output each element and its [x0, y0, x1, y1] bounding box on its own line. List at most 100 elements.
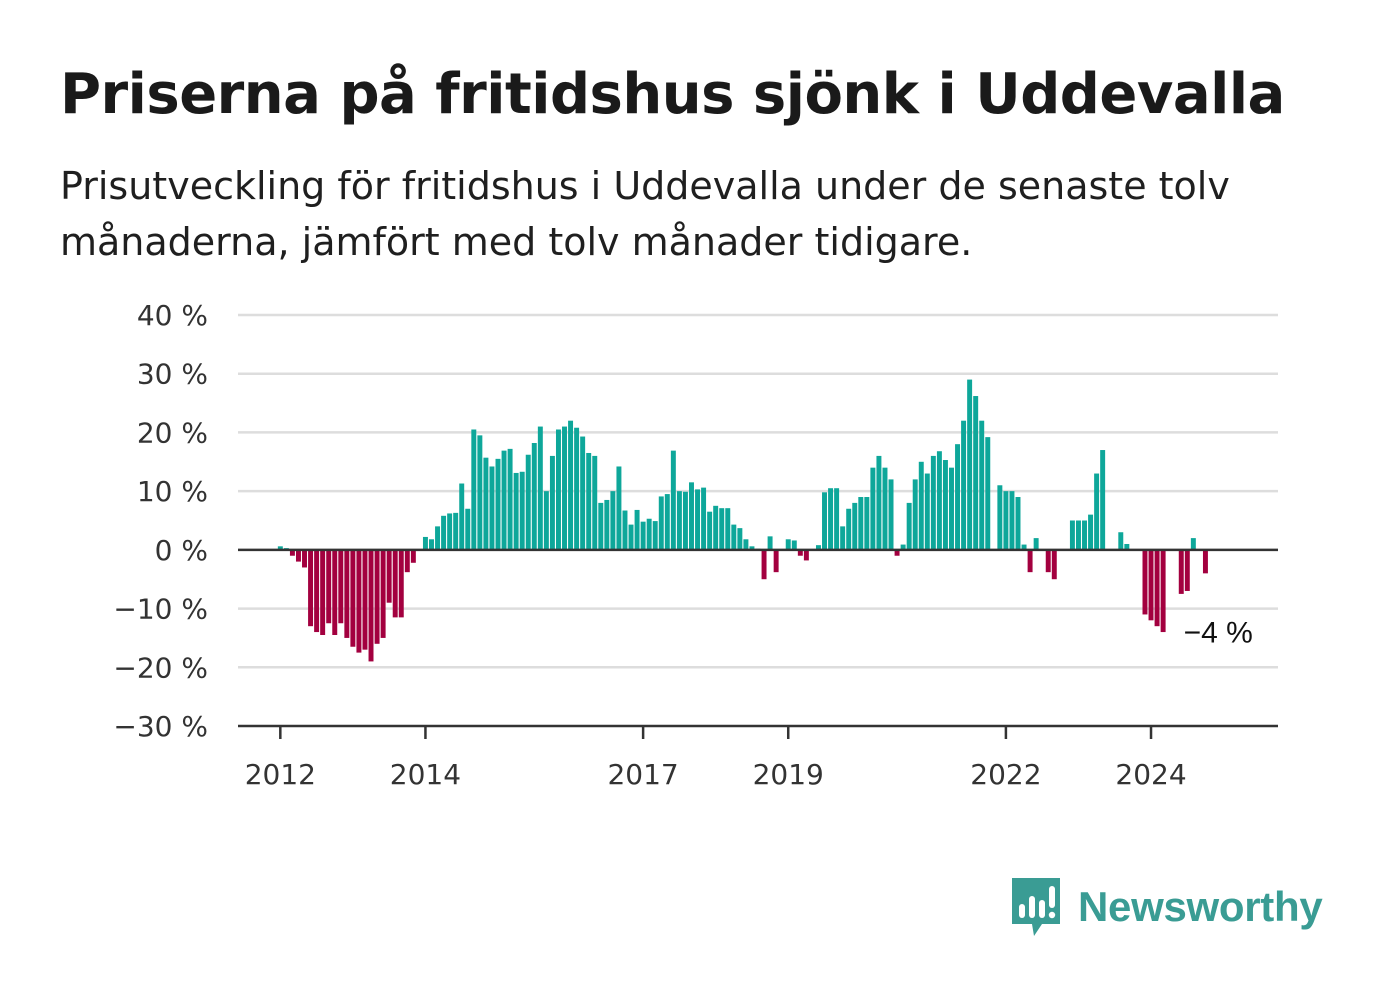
brand-name: Newsworthy — [1078, 883, 1323, 930]
bar — [501, 450, 507, 550]
bar — [1154, 549, 1160, 627]
bar — [362, 549, 368, 650]
bar — [658, 496, 664, 550]
bar — [1082, 520, 1087, 550]
bar — [942, 460, 948, 550]
bar — [725, 508, 731, 550]
bar — [410, 549, 416, 563]
y-tick-label: 20 % — [137, 416, 208, 449]
bar — [737, 528, 743, 550]
bar — [997, 485, 1003, 550]
axes — [238, 548, 1278, 728]
bar — [495, 458, 501, 550]
bar — [682, 491, 688, 550]
bar — [1015, 497, 1021, 550]
bar — [1051, 549, 1057, 580]
bar — [1027, 549, 1033, 573]
bar — [1142, 549, 1148, 615]
bar — [640, 521, 646, 550]
bar — [664, 494, 670, 550]
bar — [822, 492, 827, 550]
y-tick-label: 0 % — [155, 534, 208, 567]
bar — [465, 508, 471, 550]
bar — [277, 546, 283, 550]
bar — [906, 502, 912, 550]
bar — [1148, 549, 1154, 621]
bar — [289, 549, 295, 556]
bar — [616, 466, 622, 550]
y-tick-label: 40 % — [137, 299, 208, 332]
bar — [846, 508, 852, 550]
bar — [924, 473, 930, 550]
bar — [1003, 491, 1009, 550]
bar — [634, 509, 640, 550]
bar — [870, 467, 876, 550]
bar — [320, 549, 326, 635]
bar — [815, 545, 821, 550]
bars — [277, 379, 1208, 662]
bar — [1124, 543, 1130, 550]
bar — [302, 549, 307, 568]
y-tick-label: −20 % — [113, 651, 208, 684]
bar — [955, 444, 961, 550]
bar — [743, 539, 749, 550]
bar — [525, 454, 531, 550]
y-tick-label: 30 % — [137, 358, 208, 391]
bar — [580, 436, 586, 550]
bar — [1100, 450, 1106, 550]
bar — [295, 549, 301, 562]
bar — [676, 491, 682, 550]
bar — [453, 512, 459, 550]
bar — [701, 487, 707, 550]
bar — [834, 488, 840, 550]
bar — [689, 482, 694, 550]
bar — [549, 455, 555, 550]
bar-chart-speech-icon — [1012, 878, 1060, 936]
bar — [519, 471, 525, 550]
bar — [1009, 491, 1015, 550]
bar — [1118, 532, 1124, 550]
bar — [622, 510, 628, 550]
bar — [876, 455, 882, 550]
bar — [967, 379, 973, 550]
x-tick-label: 2024 — [1115, 758, 1186, 791]
bar — [314, 549, 320, 633]
bar — [628, 524, 634, 550]
bar — [695, 489, 701, 550]
y-tick-label: −10 % — [113, 593, 208, 626]
bar — [1069, 520, 1075, 550]
bar — [592, 455, 598, 550]
bar — [1184, 549, 1190, 591]
x-tick-label: 2017 — [607, 758, 678, 791]
bar — [489, 466, 495, 550]
bar — [386, 549, 392, 603]
bar — [961, 420, 967, 550]
bar — [785, 539, 791, 550]
bar — [338, 549, 344, 624]
bar — [888, 479, 894, 550]
bar — [477, 435, 483, 550]
bar — [1075, 520, 1081, 550]
bar — [900, 544, 906, 550]
bar — [537, 426, 543, 550]
bar — [562, 426, 567, 550]
x-tick-label: 2012 — [245, 758, 316, 791]
annotations: −4 % — [1184, 616, 1253, 649]
x-tick-label: 2014 — [390, 758, 461, 791]
bar — [374, 549, 380, 644]
bar — [326, 549, 332, 624]
bar — [586, 452, 592, 550]
bar — [749, 546, 755, 550]
bar — [507, 448, 513, 550]
y-tick-label: −30 % — [113, 710, 208, 743]
bar — [912, 479, 918, 550]
bar — [858, 497, 864, 550]
bar — [356, 549, 362, 653]
bar — [610, 491, 616, 550]
bar — [803, 549, 809, 561]
x-tick-label: 2019 — [753, 758, 824, 791]
x-axis-ticks: 2012 2014 2017 2019 2022 2024 — [245, 726, 1187, 791]
bar — [852, 502, 858, 550]
bar — [598, 502, 604, 550]
chart-title: Priserna på fritidshus sjönk i Uddevalla — [60, 62, 1285, 127]
